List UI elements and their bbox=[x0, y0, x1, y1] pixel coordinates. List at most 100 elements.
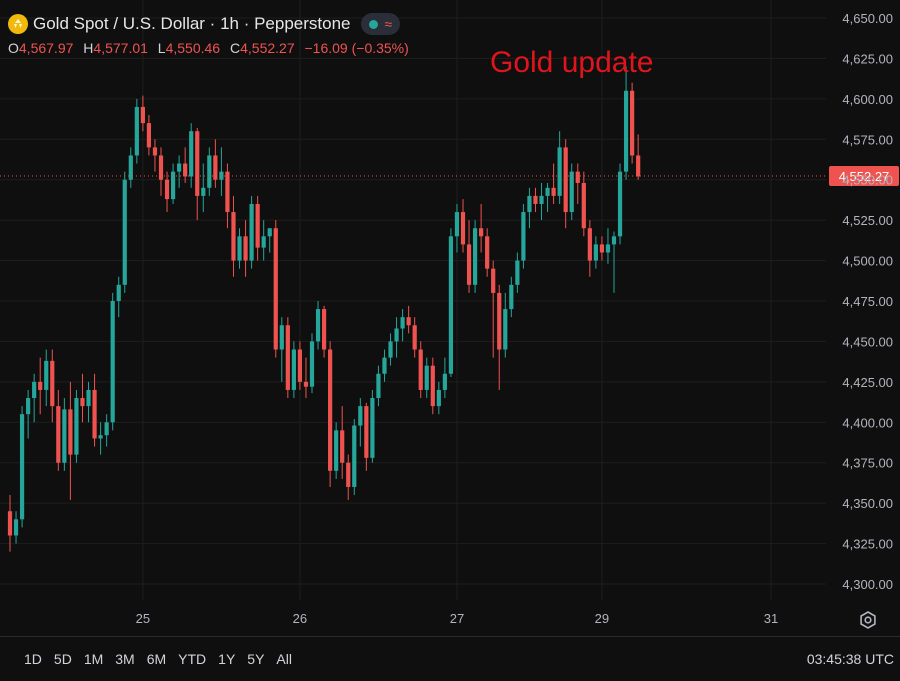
ohlc-open-value: 4,567.97 bbox=[18, 40, 74, 56]
y-tick-label: 4,475.00 bbox=[842, 294, 893, 309]
y-tick-label: 4,350.00 bbox=[842, 496, 893, 511]
candle-body bbox=[509, 284, 514, 310]
candle-body bbox=[26, 398, 31, 415]
y-tick-label: 4,600.00 bbox=[842, 92, 893, 107]
candle-body bbox=[346, 462, 351, 487]
y-tick-label: 4,550.00 bbox=[842, 173, 893, 188]
candle-body bbox=[521, 212, 526, 261]
candle-body bbox=[352, 425, 357, 487]
candle-body bbox=[630, 90, 635, 156]
settings-icon[interactable] bbox=[858, 610, 878, 630]
candle-body bbox=[466, 244, 472, 285]
candle-body bbox=[158, 155, 164, 180]
price-chart[interactable]: 4,552.27 4,300.00 4,325.00 4,350.00 4,375.0… bbox=[0, 0, 900, 636]
candle-body bbox=[279, 325, 284, 350]
range-1d-button[interactable]: 1D bbox=[24, 651, 42, 667]
candle-body bbox=[110, 301, 115, 423]
ohlc-close-key: C bbox=[229, 40, 241, 56]
candle-body bbox=[527, 195, 532, 213]
candle-body bbox=[442, 373, 447, 390]
candle-body bbox=[491, 268, 496, 293]
range-5y-button[interactable]: 5Y bbox=[247, 651, 265, 667]
y-tick-label: 4,325.00 bbox=[842, 537, 893, 552]
candle-body bbox=[128, 155, 133, 180]
y-tick-label: 4,400.00 bbox=[842, 415, 893, 430]
candle-body bbox=[593, 244, 598, 261]
candle-body bbox=[334, 430, 339, 471]
candle-body bbox=[38, 381, 43, 390]
range-3m-button[interactable]: 3M bbox=[115, 651, 135, 667]
range-5d-button[interactable]: 5D bbox=[53, 651, 72, 667]
candle-body bbox=[472, 228, 478, 285]
candle-body bbox=[104, 422, 109, 436]
candle-body bbox=[7, 511, 13, 536]
candle-body bbox=[92, 389, 97, 439]
candle-body bbox=[430, 365, 435, 407]
y-tick-label: 4,500.00 bbox=[842, 254, 893, 269]
symbol-header: Gold Spot / U.S. Dollar · 1h · Peppersto… bbox=[8, 12, 415, 56]
bottom-toolbar: 1D 5D 1M 3M 6M YTD 1Y 5Y All 03:45:38 UT… bbox=[0, 636, 900, 681]
candle-body bbox=[267, 228, 272, 237]
candle-body bbox=[587, 228, 592, 261]
candle-body bbox=[291, 349, 296, 390]
candle-body bbox=[297, 349, 303, 382]
gold-coin-icon[interactable] bbox=[8, 14, 28, 34]
y-tick-label: 4,300.00 bbox=[842, 577, 893, 592]
range-all-button[interactable]: All bbox=[276, 651, 292, 667]
candle-body bbox=[134, 106, 139, 156]
candle-body bbox=[195, 131, 200, 196]
candle-body bbox=[62, 409, 67, 463]
candle-body bbox=[370, 398, 375, 458]
market-open-dot-icon bbox=[368, 19, 378, 29]
symbol-title[interactable]: Gold Spot / U.S. Dollar · 1h · Peppersto… bbox=[33, 14, 351, 33]
candle-body bbox=[539, 195, 544, 204]
candle-body bbox=[394, 328, 399, 342]
candle-body bbox=[44, 360, 49, 390]
candle-body bbox=[545, 187, 550, 196]
range-1y-button[interactable]: 1Y bbox=[218, 651, 236, 667]
candle-body bbox=[140, 106, 145, 124]
candle-body bbox=[56, 406, 61, 463]
candle-body bbox=[207, 155, 212, 188]
market-status-pill[interactable]: ≈ bbox=[360, 13, 401, 35]
last-price-label: 4,552.27 bbox=[839, 169, 890, 184]
x-tick-label: 29 bbox=[595, 611, 609, 626]
candle-body bbox=[177, 163, 182, 172]
ohlc-low-value: 4,550.46 bbox=[165, 40, 221, 56]
candle-body bbox=[50, 360, 55, 407]
candle-body bbox=[424, 365, 429, 390]
candle-body bbox=[436, 389, 441, 407]
candle-body bbox=[460, 212, 466, 245]
candle-body bbox=[485, 236, 490, 269]
candle-body bbox=[321, 309, 327, 350]
candle-body bbox=[497, 292, 502, 350]
candle-body bbox=[364, 406, 369, 458]
candle-body bbox=[388, 341, 393, 358]
candle-body bbox=[623, 90, 629, 172]
ohlc-high-value: 4,577.01 bbox=[93, 40, 148, 56]
chart-area[interactable]: 4,552.27 4,300.00 4,325.00 4,350.00 4,375.0… bbox=[0, 0, 900, 636]
candle-body bbox=[617, 171, 623, 237]
ohlc-low-key: L bbox=[157, 40, 166, 56]
candle-body bbox=[376, 373, 381, 399]
y-tick-label: 4,450.00 bbox=[842, 334, 893, 349]
y-tick-label: 4,650.00 bbox=[842, 11, 893, 26]
candle-body bbox=[273, 228, 278, 350]
candle-body bbox=[599, 244, 605, 253]
candle-body bbox=[122, 179, 127, 285]
ohlc-change: −16.09 (−0.35%) bbox=[304, 40, 409, 56]
range-6m-button[interactable]: 6M bbox=[146, 651, 167, 667]
candle-body bbox=[611, 236, 617, 245]
candle-body bbox=[303, 381, 309, 387]
ohlc-open-key: O bbox=[8, 40, 19, 56]
candle-body bbox=[285, 325, 290, 390]
range-1m-button[interactable]: 1M bbox=[83, 651, 104, 667]
candle-body bbox=[183, 163, 188, 177]
candle-body bbox=[551, 187, 556, 196]
candle-body bbox=[515, 260, 520, 285]
utc-clock[interactable]: 03:45:38 UTC bbox=[806, 651, 894, 667]
range-ytd-button[interactable]: YTD bbox=[178, 651, 207, 667]
y-tick-label: 4,525.00 bbox=[842, 213, 893, 228]
candle-body bbox=[152, 147, 158, 156]
chart-annotation: Gold update bbox=[490, 46, 654, 79]
